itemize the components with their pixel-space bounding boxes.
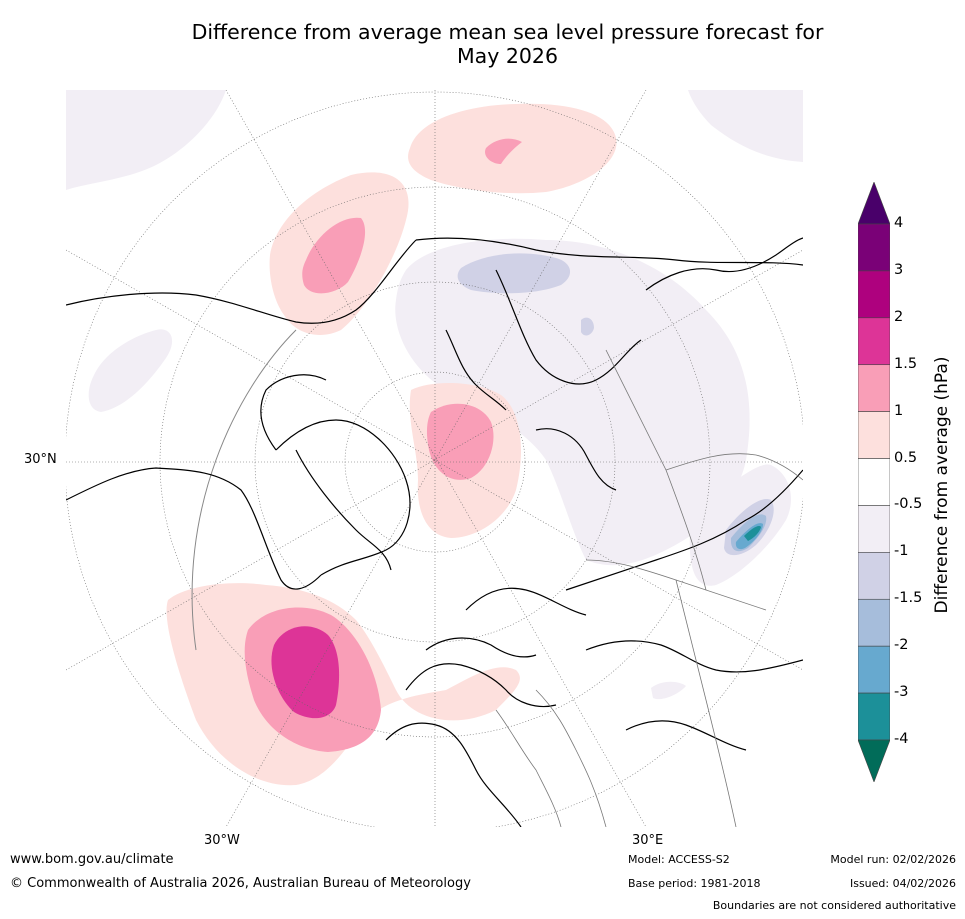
colorbar-bin	[858, 270, 890, 319]
colorbar-tick-label: -0.5	[894, 496, 923, 513]
colorbar-tick-label: 1.5	[894, 355, 918, 372]
chart-title: Difference from average mean sea level p…	[0, 20, 965, 68]
lon-label-30e: 30°E	[632, 833, 664, 848]
colorbar-tick-label: -1.5	[894, 590, 923, 607]
footer-base-period: Base period: 1981-2018	[628, 877, 761, 890]
colorbar-bins	[858, 223, 890, 741]
footer-issued: Issued: 04/02/2026	[849, 877, 956, 890]
colorbar	[858, 182, 890, 782]
colorbar-tick-label: -3	[894, 684, 909, 701]
colorbar-tick-label: 1	[894, 402, 904, 419]
title-line-1: Difference from average mean sea level p…	[191, 20, 824, 44]
colorbar-tick-label: -1	[894, 543, 909, 560]
footer-model-run: Model run: 02/02/2026	[830, 853, 956, 866]
coastlines	[66, 237, 803, 827]
colorbar-title: Difference from average (hPa)	[932, 356, 952, 614]
footer-copyright: © Commonwealth of Australia 2026, Austra…	[10, 876, 471, 891]
anomaly-pos-bering-core	[302, 217, 366, 294]
colorbar-tick-label: -2	[894, 637, 909, 654]
colorbar-tick-label: 2	[894, 308, 904, 325]
anomaly-neg-siberia-mid	[457, 253, 571, 294]
colorbar-bin	[858, 645, 890, 694]
colorbar-tick-label: 4	[894, 215, 904, 231]
meridian-30w	[191, 329, 297, 651]
anomaly-neg-top-left	[66, 90, 226, 190]
footer-website: www.bom.gov.au/climate	[10, 852, 174, 867]
anomaly-pos-atlantic-core	[271, 626, 340, 719]
colorbar-bottom-extend	[858, 739, 890, 782]
footer-model: Model: ACCESS-S2	[628, 853, 730, 866]
colorbar-bin	[858, 598, 890, 647]
colorbar-bin	[858, 411, 890, 459]
colorbar-bin	[858, 317, 890, 366]
country-borders	[495, 349, 803, 827]
colorbar-bin	[858, 364, 890, 412]
anomaly-neg-top-right	[688, 90, 803, 162]
colorbar-bin	[858, 552, 890, 600]
anomaly-pos-north-pacific-core	[485, 138, 522, 164]
colorbar-tick-label: 3	[894, 261, 904, 278]
colorbar-top-extend	[858, 182, 890, 225]
lat-label-30n: 30°N	[24, 452, 57, 467]
colorbar-tick-label: -4	[894, 731, 909, 747]
footer-disclaimer: Boundaries are not considered authoritat…	[712, 899, 956, 912]
lon-label-30w: 30°W	[204, 833, 240, 848]
colorbar-bin	[858, 458, 890, 506]
anomaly-neg-siberia-small	[581, 317, 594, 336]
graticule	[66, 90, 803, 827]
polar-map	[66, 90, 803, 827]
anomaly-neg-siberia	[395, 238, 750, 566]
colorbar-bin	[858, 223, 890, 272]
anomaly-neg-east-asia-5	[744, 526, 761, 541]
colorbar-bin	[858, 505, 890, 553]
colorbar-bin	[858, 692, 890, 741]
anomaly-neg-europe-small	[651, 681, 686, 700]
title-line-2: May 2026	[456, 44, 559, 68]
anomaly-neg-alaska	[88, 329, 173, 412]
colorbar-tick-label: 0.5	[894, 449, 918, 466]
anomaly-pos-arctic-core	[426, 403, 494, 480]
